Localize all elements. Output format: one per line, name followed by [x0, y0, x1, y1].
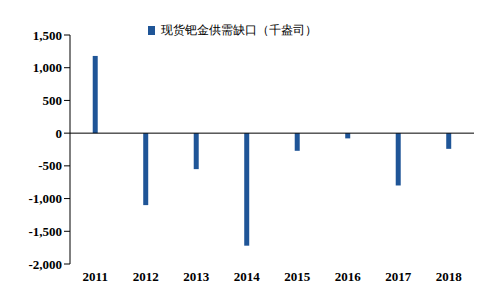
- svg-text:-1,500: -1,500: [28, 224, 62, 239]
- svg-text:1,000: 1,000: [33, 60, 62, 75]
- svg-text:2017: 2017: [385, 269, 412, 284]
- svg-text:-500: -500: [38, 158, 62, 173]
- svg-text:-1,000: -1,000: [28, 191, 62, 206]
- svg-text:500: 500: [43, 93, 63, 108]
- html-text:现货钯金供需缺口（千盎司）: 现货钯金供需缺口（千盎司）: [161, 23, 317, 37]
- svg-text:2014: 2014: [234, 269, 261, 284]
- svg-text:-2,000: -2,000: [28, 257, 62, 272]
- svg-text:2016: 2016: [335, 269, 362, 284]
- svg-text:2011: 2011: [83, 269, 108, 284]
- svg-text:1,500: 1,500: [33, 28, 62, 43]
- svg-text:0: 0: [56, 126, 63, 141]
- svg-text:2018: 2018: [436, 269, 463, 284]
- svg-text:2012: 2012: [133, 269, 159, 284]
- svg-text:2013: 2013: [183, 269, 210, 284]
- svg-text:2015: 2015: [284, 269, 311, 284]
